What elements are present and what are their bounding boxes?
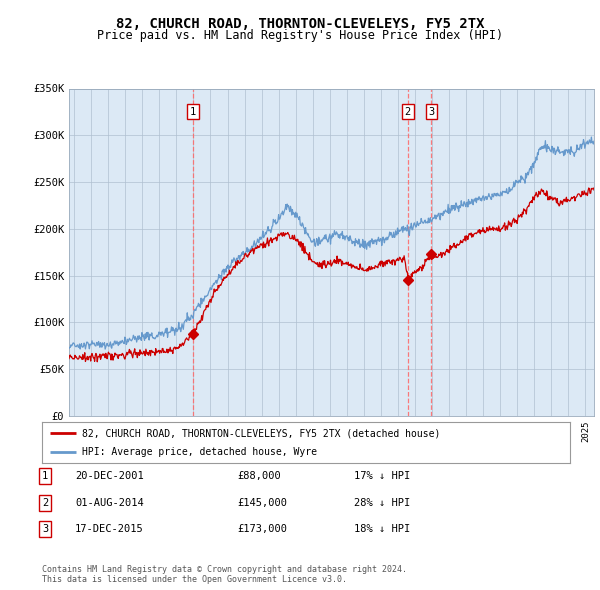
Text: 1: 1 bbox=[190, 107, 196, 117]
Text: 82, CHURCH ROAD, THORNTON-CLEVELEYS, FY5 2TX: 82, CHURCH ROAD, THORNTON-CLEVELEYS, FY5… bbox=[116, 17, 484, 31]
Text: Price paid vs. HM Land Registry's House Price Index (HPI): Price paid vs. HM Land Registry's House … bbox=[97, 30, 503, 42]
Text: HPI: Average price, detached house, Wyre: HPI: Average price, detached house, Wyre bbox=[82, 447, 317, 457]
Text: £88,000: £88,000 bbox=[237, 471, 281, 481]
Text: 28% ↓ HPI: 28% ↓ HPI bbox=[354, 498, 410, 507]
Text: This data is licensed under the Open Government Licence v3.0.: This data is licensed under the Open Gov… bbox=[42, 575, 347, 584]
Text: Contains HM Land Registry data © Crown copyright and database right 2024.: Contains HM Land Registry data © Crown c… bbox=[42, 565, 407, 574]
Text: £173,000: £173,000 bbox=[237, 525, 287, 534]
Text: 2: 2 bbox=[405, 107, 411, 117]
Text: 18% ↓ HPI: 18% ↓ HPI bbox=[354, 525, 410, 534]
Text: 20-DEC-2001: 20-DEC-2001 bbox=[75, 471, 144, 481]
Text: 3: 3 bbox=[42, 525, 48, 534]
Text: 17% ↓ HPI: 17% ↓ HPI bbox=[354, 471, 410, 481]
Text: 3: 3 bbox=[428, 107, 434, 117]
Text: 2: 2 bbox=[42, 498, 48, 507]
Text: 17-DEC-2015: 17-DEC-2015 bbox=[75, 525, 144, 534]
Text: 1: 1 bbox=[42, 471, 48, 481]
Text: 82, CHURCH ROAD, THORNTON-CLEVELEYS, FY5 2TX (detached house): 82, CHURCH ROAD, THORNTON-CLEVELEYS, FY5… bbox=[82, 428, 440, 438]
Text: £145,000: £145,000 bbox=[237, 498, 287, 507]
Text: 01-AUG-2014: 01-AUG-2014 bbox=[75, 498, 144, 507]
